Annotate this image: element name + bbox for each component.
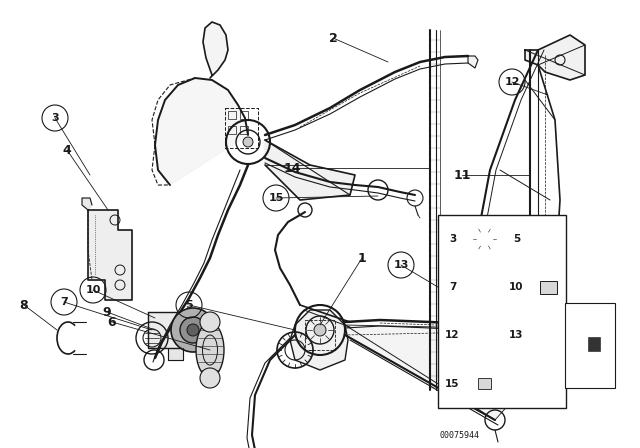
- Ellipse shape: [554, 280, 559, 294]
- Text: 13: 13: [509, 331, 524, 340]
- Text: 10: 10: [509, 282, 524, 292]
- Bar: [228, 126, 236, 134]
- Circle shape: [200, 368, 220, 388]
- Bar: [240, 111, 248, 119]
- Bar: [565, 302, 615, 388]
- Bar: [540, 280, 557, 294]
- Text: 11: 11: [453, 168, 471, 181]
- Polygon shape: [345, 325, 575, 420]
- Text: 5: 5: [513, 234, 520, 244]
- Text: 3: 3: [449, 234, 456, 244]
- Text: 1: 1: [358, 251, 366, 264]
- Polygon shape: [290, 310, 348, 370]
- Circle shape: [243, 137, 253, 147]
- Text: 10: 10: [85, 285, 100, 295]
- Text: 9: 9: [102, 306, 111, 319]
- Polygon shape: [471, 276, 498, 299]
- Text: 7: 7: [449, 282, 456, 292]
- Polygon shape: [580, 327, 608, 345]
- Text: 13: 13: [394, 260, 409, 270]
- Text: 12: 12: [445, 331, 460, 340]
- Bar: [228, 111, 236, 119]
- Circle shape: [490, 379, 500, 388]
- Polygon shape: [265, 140, 355, 200]
- Text: 15: 15: [445, 379, 460, 388]
- Polygon shape: [203, 22, 228, 78]
- Polygon shape: [88, 210, 132, 300]
- Ellipse shape: [196, 323, 224, 378]
- Circle shape: [171, 308, 215, 352]
- Text: 3: 3: [51, 113, 59, 123]
- Bar: [588, 337, 600, 351]
- Text: 12: 12: [504, 77, 520, 87]
- Text: 8: 8: [20, 298, 28, 311]
- Circle shape: [314, 324, 326, 336]
- Polygon shape: [148, 312, 193, 348]
- Text: 4: 4: [63, 143, 72, 156]
- Bar: [438, 215, 566, 408]
- Polygon shape: [82, 198, 92, 210]
- Text: 2: 2: [328, 31, 337, 44]
- Circle shape: [200, 312, 220, 332]
- Text: 00075944: 00075944: [440, 431, 480, 440]
- Polygon shape: [468, 56, 478, 68]
- Text: 15: 15: [268, 193, 284, 203]
- Polygon shape: [168, 348, 183, 360]
- Circle shape: [187, 324, 199, 336]
- Text: 14: 14: [284, 161, 301, 175]
- Text: 6: 6: [108, 315, 116, 328]
- Polygon shape: [575, 328, 585, 338]
- Polygon shape: [525, 35, 585, 80]
- Polygon shape: [155, 78, 248, 185]
- Text: 5: 5: [185, 300, 193, 310]
- Ellipse shape: [538, 280, 543, 294]
- Text: 7: 7: [60, 297, 68, 307]
- Polygon shape: [468, 310, 492, 348]
- Bar: [240, 126, 248, 134]
- Bar: [477, 378, 492, 389]
- Circle shape: [180, 317, 206, 343]
